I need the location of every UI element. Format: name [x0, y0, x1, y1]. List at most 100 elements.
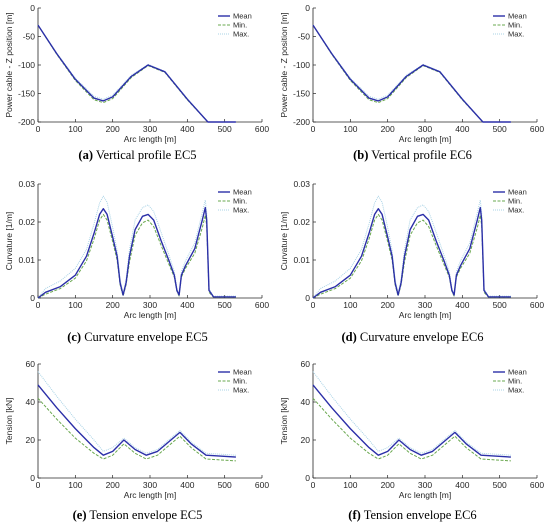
chart-svg-d: 0 100 200 300 400 500 600 0 0.01 0.02 0.03 Arc leng…: [279, 179, 544, 320]
caption-e: (e) Tension envelope EC5: [0, 508, 275, 523]
caption-tag-a: (a): [78, 148, 93, 162]
x-tick-label: 600: [530, 124, 544, 134]
x-tick-label: 200: [381, 480, 395, 490]
caption-text-a: Vertical profile EC5: [93, 148, 197, 162]
caption-text-d: Curvature envelope EC6: [356, 330, 484, 344]
series-line-mean: [312, 24, 511, 123]
caption-f: (f) Tension envelope EC6: [275, 508, 550, 523]
y-tick-label: -50: [23, 32, 36, 42]
series-line-mean: [37, 206, 236, 299]
y-tick-label: 0: [305, 3, 310, 13]
legend-entry: Mean: [508, 12, 527, 21]
caption-text-b: Vertical profile EC6: [368, 148, 472, 162]
caption-tag-b: (b): [353, 148, 369, 162]
y-axis-label: Curvature [1/m]: [279, 212, 289, 271]
x-tick-label: 500: [218, 124, 232, 134]
caption-text-c: Curvature envelope EC5: [81, 330, 208, 344]
series-line-mean: [312, 384, 511, 458]
y-tick-label: 0: [305, 473, 310, 483]
series-line-min: [312, 397, 511, 462]
x-tick-label: 300: [418, 124, 432, 134]
legend-entry: Max.: [233, 206, 249, 215]
y-tick-label: 20: [26, 435, 36, 445]
y-tick-label: 40: [301, 397, 311, 407]
series-line-mean: [37, 24, 236, 123]
y-axis-label: Tension [kN]: [4, 398, 14, 445]
x-tick-label: 300: [143, 480, 157, 490]
x-tick-label: 600: [255, 480, 269, 490]
x-tick-label: 300: [418, 300, 432, 310]
y-tick-label: -50: [298, 32, 311, 42]
x-tick-label: 200: [381, 124, 395, 134]
x-tick-label: 0: [36, 480, 41, 490]
y-tick-label: -100: [18, 60, 35, 70]
legend-entry: Mean: [233, 368, 252, 377]
y-tick-label: 60: [26, 359, 36, 369]
y-tick-label: 0.02: [293, 217, 310, 227]
x-axis-label: Arc length [m]: [124, 310, 176, 320]
x-tick-label: 400: [455, 300, 469, 310]
chart-panel-b: 0 100 200 300 400 500 600 -200 -150 -100 -50 0 Arc l…: [275, 0, 550, 144]
legend-entry: Mean: [233, 12, 252, 21]
caption-d: (d) Curvature envelope EC6: [275, 330, 550, 345]
y-axis-label: Tension [kN]: [279, 398, 289, 445]
chart-panel-c: 0 100 200 300 400 500 600 0 0.01 0.02 0.03 Arc leng…: [0, 176, 275, 320]
x-tick-label: 100: [68, 124, 82, 134]
caption-tag-e: (e): [72, 508, 87, 522]
x-axis-label: Arc length [m]: [124, 490, 176, 500]
chart-svg-f: 0 100 200 300 400 500 600 0 20 40 60 Arc length [m]…: [279, 359, 544, 500]
series-line-min: [37, 24, 236, 123]
chart-svg-a: 0 100 200 300 400 500 600 -200 -150 -100 -50 0 Arc l…: [4, 3, 269, 144]
x-tick-label: 0: [311, 124, 316, 134]
y-axis-label: Curvature [1/m]: [4, 212, 14, 271]
x-tick-label: 600: [255, 300, 269, 310]
x-tick-label: 200: [106, 480, 120, 490]
legend-entry: Min.: [508, 377, 522, 386]
series-line-mean: [312, 206, 511, 299]
legend-entry: Max.: [233, 30, 249, 39]
x-tick-label: 500: [493, 300, 507, 310]
x-tick-label: 500: [493, 124, 507, 134]
x-tick-label: 100: [68, 300, 82, 310]
x-axis-label: Arc length [m]: [399, 134, 451, 144]
y-tick-label: 40: [26, 397, 36, 407]
legend-entry: Mean: [508, 368, 527, 377]
x-tick-label: 100: [68, 480, 82, 490]
x-tick-label: 300: [143, 124, 157, 134]
chart-svg-e: 0 100 200 300 400 500 600 0 20 40 60 Arc length [m]…: [4, 359, 269, 500]
x-tick-label: 100: [343, 124, 357, 134]
x-axis-label: Arc length [m]: [399, 310, 451, 320]
caption-text-f: Tension envelope EC6: [360, 508, 477, 522]
y-axis-label: Power cable - Z position [m]: [4, 12, 14, 117]
caption-tag-d: (d): [341, 330, 357, 344]
legend-entry: Max.: [508, 30, 524, 39]
x-tick-label: 200: [381, 300, 395, 310]
chart-panel-a: 0 100 200 300 400 500 600 -200 -150 -100 -50 0 Arc l…: [0, 0, 275, 144]
y-tick-label: 0.01: [18, 255, 35, 265]
x-tick-label: 100: [343, 480, 357, 490]
x-tick-label: 100: [343, 300, 357, 310]
series-line-min: [37, 213, 236, 299]
y-tick-label: -100: [293, 60, 310, 70]
y-tick-label: 0.03: [293, 179, 310, 189]
legend-entry: Mean: [233, 188, 252, 197]
series-line-min: [312, 213, 511, 299]
x-axis-label: Arc length [m]: [399, 490, 451, 500]
caption-tag-f: (f): [348, 508, 361, 522]
x-tick-label: 400: [180, 300, 194, 310]
x-tick-label: 600: [530, 480, 544, 490]
x-tick-label: 500: [493, 480, 507, 490]
series-line-max: [37, 195, 236, 299]
series-line-min: [312, 24, 511, 123]
y-tick-label: 0: [30, 293, 35, 303]
x-tick-label: 600: [530, 300, 544, 310]
caption-tag-c: (c): [67, 330, 82, 344]
series-line-max: [312, 195, 511, 299]
x-tick-label: 400: [455, 124, 469, 134]
x-axis-label: Arc length [m]: [124, 134, 176, 144]
caption-b: (b) Vertical profile EC6: [275, 148, 550, 163]
series-line-min: [37, 397, 236, 462]
x-tick-label: 600: [255, 124, 269, 134]
series-line-max: [312, 371, 511, 456]
legend-entry: Min.: [508, 21, 522, 30]
